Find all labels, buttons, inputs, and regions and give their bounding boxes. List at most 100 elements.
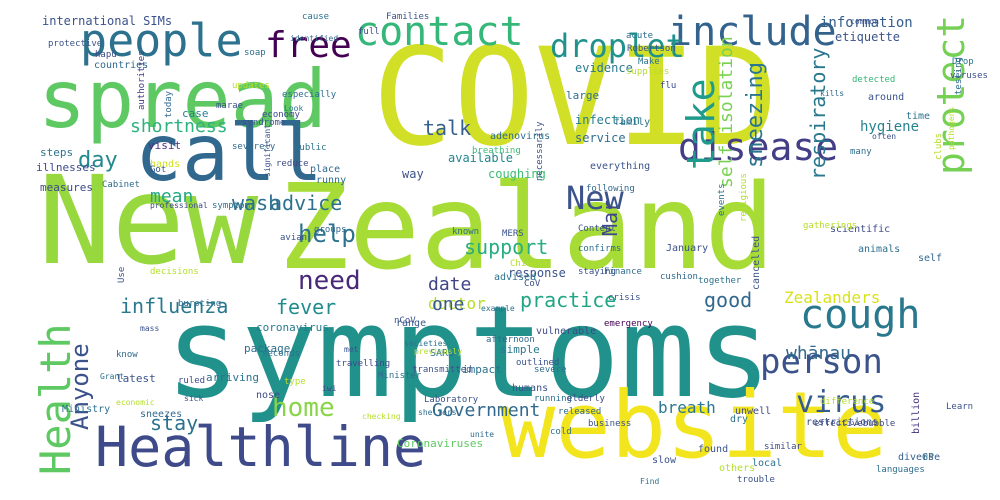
cloud-word: MERS: [502, 229, 524, 239]
cloud-word: ruled: [178, 376, 206, 386]
cloud-word: trouble: [737, 475, 775, 485]
cloud-word: virus: [796, 385, 887, 420]
cloud-word: animals: [858, 244, 901, 255]
cloud-word: sneezing: [743, 62, 768, 168]
cloud-word: Use: [117, 266, 127, 283]
cloud-word: coronavirus: [256, 321, 329, 334]
cloud-word: confirms: [578, 244, 622, 254]
cloud-word: Finance: [604, 267, 642, 277]
cloud-word: severely: [232, 142, 276, 152]
cloud-word: often: [872, 132, 897, 141]
cloud-word: GP: [922, 452, 935, 463]
cloud-word: Laboratory: [424, 395, 479, 405]
cloud-word: met: [344, 345, 359, 354]
cloud-word: religious: [739, 173, 749, 222]
cloud-word: emergency: [604, 319, 653, 329]
cloud-word: simple: [500, 343, 540, 356]
cloud-word: iwi: [322, 384, 337, 393]
cloud-word: restrictions: [806, 417, 879, 428]
cloud-word: found: [698, 444, 729, 455]
cloud-word: New: [566, 179, 624, 217]
cloud-word: nose: [256, 390, 281, 401]
cloud-word: advice: [270, 191, 343, 215]
cloud-word: cause: [302, 12, 330, 22]
cloud-word: severe: [534, 365, 567, 375]
cloud-word: respiratory: [806, 47, 830, 180]
cloud-word: person: [760, 342, 883, 382]
cloud-word: many: [850, 147, 872, 157]
cloud-word: CoV: [524, 279, 541, 289]
cloud-word: afternoon: [486, 335, 535, 345]
cloud-word: Zealanders: [784, 288, 881, 307]
cloud-word: known: [452, 227, 480, 237]
cloud-word: dry: [730, 414, 749, 425]
cloud-word: staying: [578, 267, 616, 277]
cloud-word: shortness: [130, 116, 228, 137]
cloud-word: identified: [290, 34, 339, 43]
cloud-word: soap: [244, 48, 266, 58]
cloud-word: running: [534, 394, 572, 404]
cloud-word: home: [272, 393, 335, 423]
cloud-word: hygiene: [860, 119, 920, 135]
cloud-word: New: [38, 150, 259, 292]
cloud-word: events: [717, 183, 727, 216]
cloud-word: type: [284, 377, 306, 387]
cloud-word: updates: [232, 81, 270, 91]
cloud-word: hapū: [95, 50, 117, 60]
cloud-word: symptoms: [165, 279, 772, 426]
cloud-word: range: [396, 318, 427, 329]
cloud-word: Zealand: [278, 158, 776, 296]
cloud-word: business: [588, 419, 632, 429]
cloud-word: international SIMs: [42, 14, 173, 28]
cloud-word: diverse: [898, 452, 941, 463]
cloud-word: Government: [432, 400, 541, 421]
cloud-word: necessarily: [535, 121, 545, 181]
cloud-word: infection: [575, 113, 641, 127]
cloud-word: syndrome: [242, 118, 286, 128]
cloud-word: Anyone: [66, 343, 94, 430]
cloud-word: steps: [40, 146, 74, 159]
cloud-word: take: [679, 78, 723, 170]
cloud-word: checking: [362, 412, 401, 421]
cloud-word: following: [586, 184, 635, 194]
cloud-word: package: [244, 342, 291, 355]
cloud-word: impact: [462, 363, 502, 376]
cloud-word: droplet: [550, 27, 685, 65]
cloud-word: vulnerable: [536, 326, 597, 337]
cloud-word: seconds: [262, 349, 300, 359]
cloud-word: case: [182, 107, 209, 120]
cloud-word: available: [448, 151, 514, 165]
cloud-word: together: [698, 276, 742, 286]
cloud-word: languages: [876, 465, 925, 475]
cloud-word: latest: [116, 372, 156, 385]
cloud-word: whānau: [786, 343, 852, 364]
cloud-word: acute: [626, 31, 654, 41]
cloud-word: practice: [520, 288, 617, 312]
cloud-word: example: [481, 304, 515, 313]
cloud-word: marae: [216, 101, 244, 111]
cloud-word: unite: [470, 430, 495, 439]
cloud-word: economic: [116, 398, 155, 407]
cloud-word: crisis: [608, 293, 641, 303]
cloud-word: stay: [150, 411, 199, 435]
cloud-word: need: [298, 266, 361, 296]
cloud-word: protective: [48, 39, 103, 49]
cloud-word: Drop: [952, 57, 974, 67]
cloud-word: visit: [148, 139, 182, 152]
cloud-word: hands: [150, 159, 181, 170]
cloud-word: disease: [678, 125, 839, 169]
cloud-word: cold: [550, 427, 572, 437]
cloud-word: local: [752, 458, 783, 469]
cloud-word: COVID: [372, 19, 779, 176]
cloud-word: influenza: [120, 294, 229, 318]
cloud-word: contact: [355, 9, 524, 55]
cloud-word: sick: [184, 394, 204, 403]
cloud-word: scientific: [830, 224, 891, 235]
cloud-word: others: [719, 463, 756, 474]
cloud-word: Families: [386, 12, 430, 22]
cloud-word: large: [566, 89, 600, 102]
cloud-word: decisions: [150, 267, 199, 277]
cloud-word: avian: [280, 233, 308, 243]
cloud-word: Cabinet: [102, 180, 140, 190]
cloud-word: shelters: [418, 408, 457, 417]
